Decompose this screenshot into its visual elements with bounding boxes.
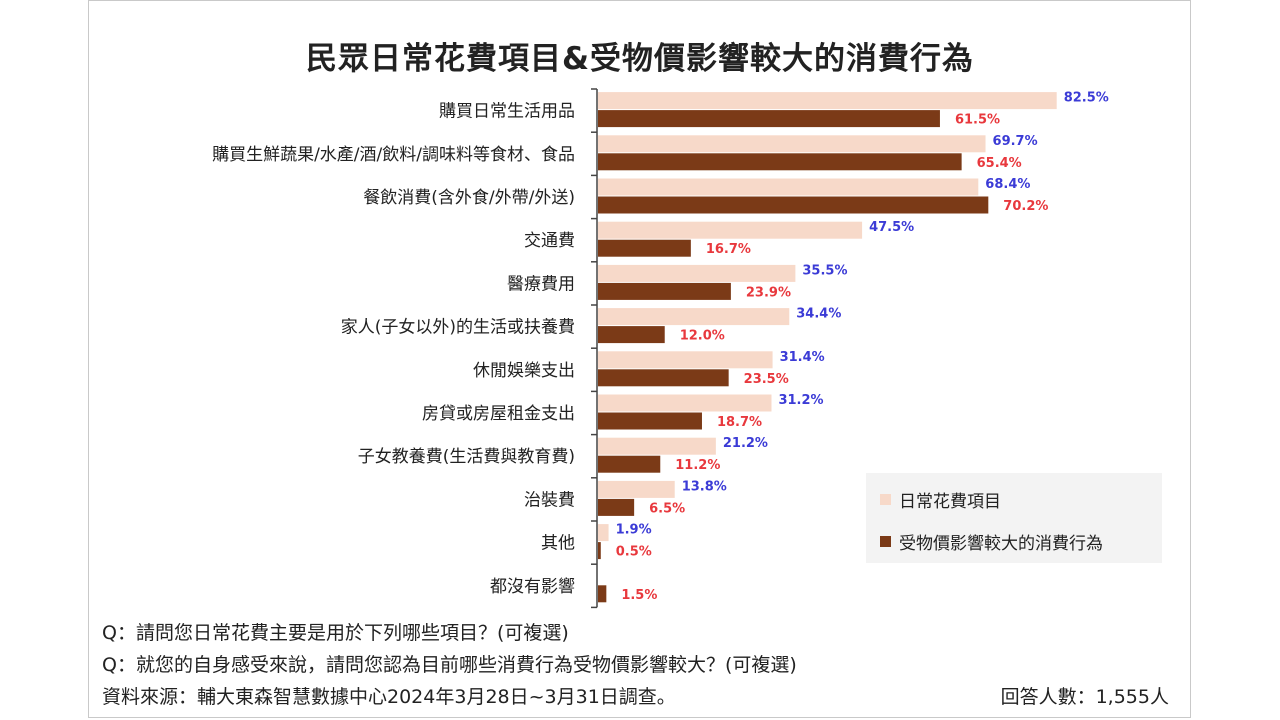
category-label: 餐飲消費(含外食/外帶/外送) bbox=[363, 188, 575, 208]
bar-series-b bbox=[598, 542, 601, 560]
footer-question-1: Q：請問您日常花費主要是用於下列哪些項目？(可複選) bbox=[102, 622, 569, 644]
category-label: 房貸或房屋租金支出 bbox=[422, 404, 575, 424]
footer-question-2: Q：就您的自身感受來說，請問您認為目前哪些消費行為受物價影響較大？(可複選) bbox=[102, 654, 797, 676]
data-label-series-a: 1.9% bbox=[616, 523, 652, 538]
bar-series-a bbox=[598, 221, 863, 239]
data-label-series-a: 47.5% bbox=[869, 220, 914, 235]
data-label-series-a: 82.5% bbox=[1064, 91, 1109, 106]
chart-legend: 日常花費項目 受物價影響較大的消費行為 bbox=[866, 473, 1162, 563]
data-label-series-a: 21.2% bbox=[723, 436, 768, 451]
data-label-series-b: 12.0% bbox=[680, 329, 725, 344]
bar-series-a bbox=[598, 92, 1057, 110]
category-label: 交通費 bbox=[524, 231, 575, 251]
category-label: 都沒有影響 bbox=[490, 577, 575, 597]
bar-series-a bbox=[598, 394, 772, 412]
bar-series-a bbox=[598, 308, 790, 326]
data-label-series-a: 68.4% bbox=[985, 177, 1030, 192]
footer-source: 資料來源：輔大東森智慧數據中心2024年3月28日~3月31日調查。 bbox=[102, 686, 676, 708]
legend-item-series-b: 受物價影響較大的消費行為 bbox=[880, 529, 1103, 554]
bar-series-a bbox=[598, 524, 609, 542]
bar-series-a bbox=[598, 437, 716, 455]
bar-series-b bbox=[598, 110, 940, 128]
bar-series-b bbox=[598, 498, 635, 516]
bar-series-b bbox=[598, 239, 691, 257]
legend-label-a: 日常花費項目 bbox=[899, 492, 1001, 512]
category-label: 其他 bbox=[541, 534, 575, 554]
bar-series-b bbox=[598, 412, 702, 430]
chart-title: 民眾日常花費項目&受物價影響較大的消費行為 bbox=[305, 41, 975, 77]
data-label-series-b: 18.7% bbox=[717, 415, 762, 430]
bar-series-a bbox=[598, 480, 675, 498]
data-label-series-b: 11.2% bbox=[675, 458, 720, 473]
bar-series-b bbox=[598, 153, 962, 171]
data-label-series-a: 31.4% bbox=[780, 350, 825, 365]
category-label: 治裝費 bbox=[524, 490, 575, 510]
category-label: 家人(子女以外)的生活或扶養費 bbox=[341, 318, 575, 338]
bar-series-b bbox=[598, 326, 665, 344]
legend-swatch-a bbox=[880, 494, 891, 505]
data-label-series-a: 34.4% bbox=[796, 307, 841, 322]
bar-series-b bbox=[598, 455, 661, 473]
category-label: 醫療費用 bbox=[507, 274, 575, 294]
data-label-series-b: 1.5% bbox=[621, 588, 657, 603]
bar-series-a bbox=[598, 178, 979, 196]
bar-series-b bbox=[598, 369, 729, 387]
footer-respondents: 回答人數：1,555人 bbox=[1000, 686, 1169, 708]
bar-series-b bbox=[598, 585, 607, 603]
data-label-series-b: 23.5% bbox=[744, 372, 789, 387]
legend-label-b: 受物價影響較大的消費行為 bbox=[899, 534, 1103, 554]
legend-swatch-b bbox=[880, 536, 891, 547]
data-label-series-a: 13.8% bbox=[682, 479, 727, 494]
data-label-series-a: 69.7% bbox=[993, 134, 1038, 149]
bar-series-a bbox=[598, 264, 796, 282]
bar-series-b bbox=[598, 282, 731, 300]
data-label-series-b: 0.5% bbox=[616, 545, 652, 560]
data-label-series-b: 70.2% bbox=[1003, 199, 1048, 214]
data-label-series-a: 31.2% bbox=[778, 393, 823, 408]
data-label-series-b: 16.7% bbox=[706, 242, 751, 257]
bar-series-a bbox=[598, 351, 773, 369]
data-label-series-b: 6.5% bbox=[649, 501, 685, 516]
category-label: 子女教養費(生活費與教育費) bbox=[358, 447, 575, 467]
data-label-series-a: 35.5% bbox=[802, 263, 847, 278]
category-label: 休閒娛樂支出 bbox=[473, 361, 575, 381]
data-label-series-b: 65.4% bbox=[977, 156, 1022, 171]
data-label-series-b: 23.9% bbox=[746, 285, 791, 300]
category-label: 購買生鮮蔬果/水產/酒/飲料/調味料等食材、食品 bbox=[212, 145, 575, 165]
bar-series-a bbox=[598, 135, 986, 153]
category-label: 購買日常生活用品 bbox=[439, 102, 575, 122]
legend-item-series-a: 日常花費項目 bbox=[880, 487, 1001, 512]
data-label-series-b: 61.5% bbox=[955, 113, 1000, 128]
bar-series-b bbox=[598, 196, 989, 214]
